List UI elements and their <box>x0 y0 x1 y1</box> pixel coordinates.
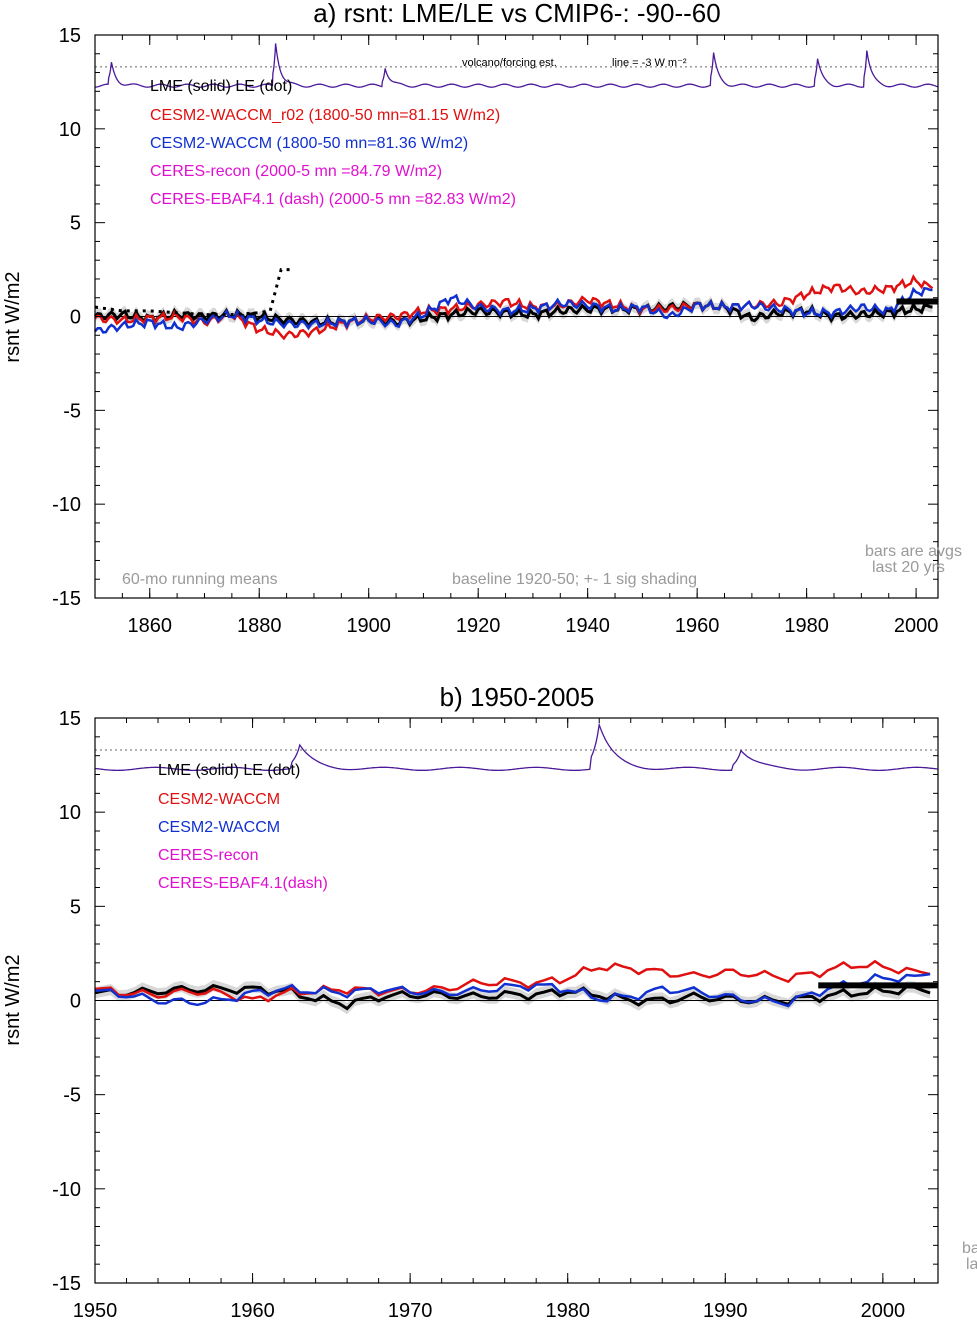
panel-b-sigma-shading <box>95 979 931 1015</box>
panel-a-note-running-means: 60-mo running means <box>122 571 278 588</box>
panel-b-legend-waccm: CESM2-WACCM <box>158 819 280 836</box>
panel-a-series-cesm2-waccm <box>94 286 933 334</box>
panel-b-legend-ceres-ebaf: CERES-EBAF4.1(dash) <box>158 875 328 892</box>
panel-a-title: a) rsnt: LME/LE vs CMIP6-: -90--60 <box>313 0 720 28</box>
panel-a-ylabel: rsnt W/m2 <box>2 271 24 362</box>
panel-a-note-baseline: baseline 1920-50; +- 1 sig shading <box>452 571 697 588</box>
panel-b-ylabel: rsnt W/m2 <box>2 954 24 1045</box>
panel-b-ytick-label: 15 <box>59 708 81 730</box>
panel-b-xtick-label: 1990 <box>703 1300 748 1322</box>
panel-a-xtick-label: 1900 <box>346 615 391 637</box>
panel-b-ytick-label: -15 <box>52 1273 81 1295</box>
panel-b-xtick-label: 1970 <box>388 1300 433 1322</box>
panel-a-xtick-label: 1960 <box>675 615 720 637</box>
panel-a-xtick-label: 1880 <box>237 615 282 637</box>
panel-b-note-bars-1: ba <box>962 1240 977 1257</box>
panel-a-xtick-label: 1920 <box>456 615 501 637</box>
panel-b-ytick-label: -5 <box>63 1085 81 1107</box>
panel-a-xtick-label: 1860 <box>127 615 172 637</box>
panel-a-note-bars-1: bars are avgs <box>865 543 962 560</box>
panel-a-xtick-label: 2000 <box>894 615 939 637</box>
panel-b-ytick-label: 0 <box>70 991 81 1013</box>
panel-a-ytick-label: -10 <box>52 494 81 516</box>
panel-a-volcano-label: volcano/forcing est. <box>462 57 557 69</box>
panel-b-plot: 15 10 5 0 -5 -10 -15 1950 1960 1970 1980 1990 2000 <box>52 708 939 1322</box>
panel-b-xtick-label: 1980 <box>545 1300 590 1322</box>
panel-b-xtick-label: 1960 <box>230 1300 275 1322</box>
panel-b-ytick-label: 5 <box>70 896 81 918</box>
panel-b-xtick-label: 2000 <box>861 1300 906 1322</box>
panel-a-ytick-label: -15 <box>52 588 81 610</box>
panel-a-ytick-label: 0 <box>70 307 81 329</box>
panel-a-plot: 15 10 5 0 -5 -10 -15 1860 1880 1900 1920 1940 1960 19… <box>52 25 939 637</box>
panel-a-legend-waccm: CESM2-WACCM (1800-50 mn=81.36 W/m2) <box>150 135 468 152</box>
panel-a-legend-lme: LME (solid) LE (dot) <box>150 78 292 95</box>
panel-b-ytick-label: -10 <box>52 1179 81 1201</box>
panel-b-xtick-label: 1950 <box>73 1300 118 1322</box>
panel-a-ytick-label: 15 <box>59 25 81 47</box>
panel-b-legend-lme: LME (solid) LE (dot) <box>158 762 300 779</box>
panel-a-legend-ceres-recon: CERES-recon (2000-5 mn =84.79 W/m2) <box>150 163 442 180</box>
panel-a-volcano-forcing-line <box>94 43 939 88</box>
panel-a-ytick-label: -5 <box>63 400 81 422</box>
panel-a-xtick-label: 1980 <box>784 615 829 637</box>
panel-a-ytick-label: 5 <box>70 213 81 235</box>
panel-b-legend-ceres-recon: CERES-recon <box>158 847 258 864</box>
panel-b-series-cesm2-waccm <box>94 972 931 1008</box>
panel-a-legend-ceres-ebaf: CERES-EBAF4.1 (dash) (2000-5 mn =82.83 W… <box>150 191 516 208</box>
panel-b-series-cesm2-waccm <box>94 959 931 1003</box>
panel-a-note-bars-2: last 20 yrs <box>872 559 945 576</box>
panel-b-title: b) 1950-2005 <box>440 682 595 712</box>
panel-b-volcano-forcing-line <box>94 722 939 772</box>
panel-b-legend-waccm-r02: CESM2-WACCM <box>158 791 280 808</box>
panel-b-ytick-label: 10 <box>59 802 81 824</box>
panel-a-series-le-dot- <box>94 268 293 317</box>
panel-a-xtick-label: 1940 <box>565 615 610 637</box>
panel-a-legend-waccm-r02: CESM2-WACCM_r02 (1800-50 mn=81.15 W/m2) <box>150 107 500 124</box>
panel-a-line-label: line = -3 W m⁻² <box>612 57 687 69</box>
panel-a-ytick-label: 10 <box>59 119 81 141</box>
panel-b-note-bars-2: la <box>966 1256 977 1273</box>
